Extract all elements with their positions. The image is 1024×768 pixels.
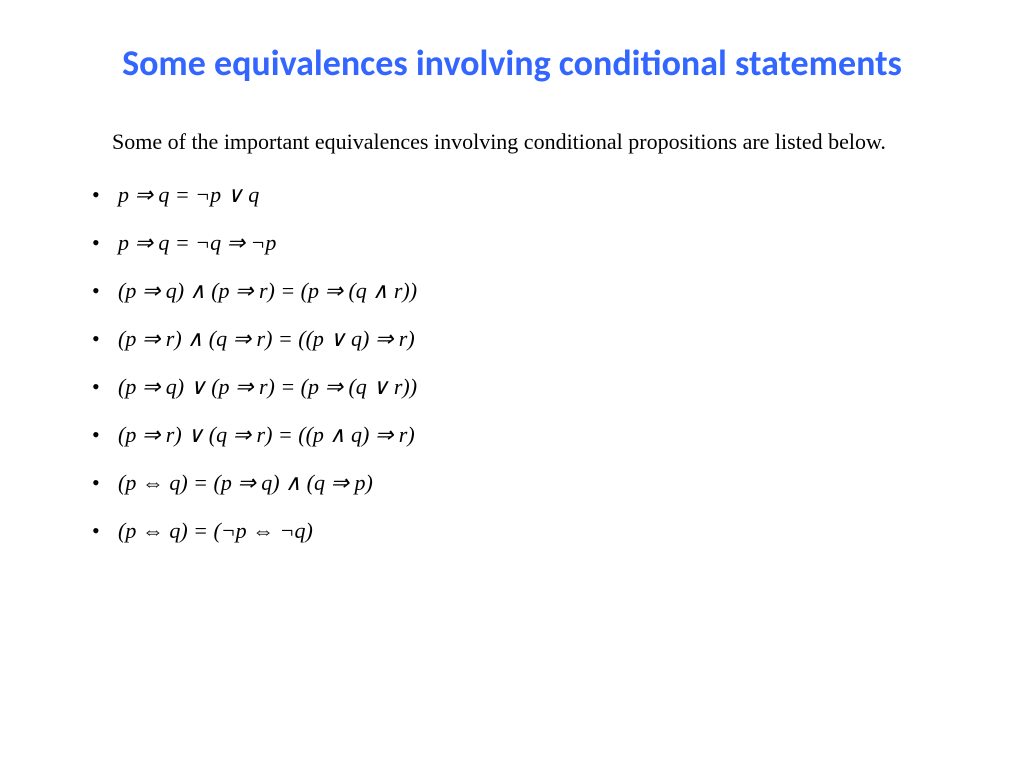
equivalence-list: p ⇒ q = ¬p ∨ q p ⇒ q = ¬q ⇒ ¬p (p ⇒ q) ∧… [60,182,964,544]
list-item: (p ⇒ q) ∧ (p ⇒ r) = (p ⇒ (q ∧ r)) [118,278,964,304]
list-item: (p ⇒ r) ∧ (q ⇒ r) = ((p ∨ q) ⇒ r) [118,326,964,352]
list-item: (p ⇔ q) = (¬p ⇔ ¬q) [118,518,964,544]
intro-paragraph: Some of the important equivalences invol… [60,127,964,158]
list-item: (p ⇒ q) ∨ (p ⇒ r) = (p ⇒ (q ∨ r)) [118,374,964,400]
intro-text: Some of the important equivalences invol… [112,129,886,154]
list-item: p ⇒ q = ¬q ⇒ ¬p [118,230,964,256]
list-item: (p ⇒ r) ∨ (q ⇒ r) = ((p ∧ q) ⇒ r) [118,422,964,448]
list-item: p ⇒ q = ¬p ∨ q [118,182,964,208]
list-item: (p ⇔ q) = (p ⇒ q) ∧ (q ⇒ p) [118,470,964,496]
page-title: Some equivalences involving conditional … [60,40,964,87]
